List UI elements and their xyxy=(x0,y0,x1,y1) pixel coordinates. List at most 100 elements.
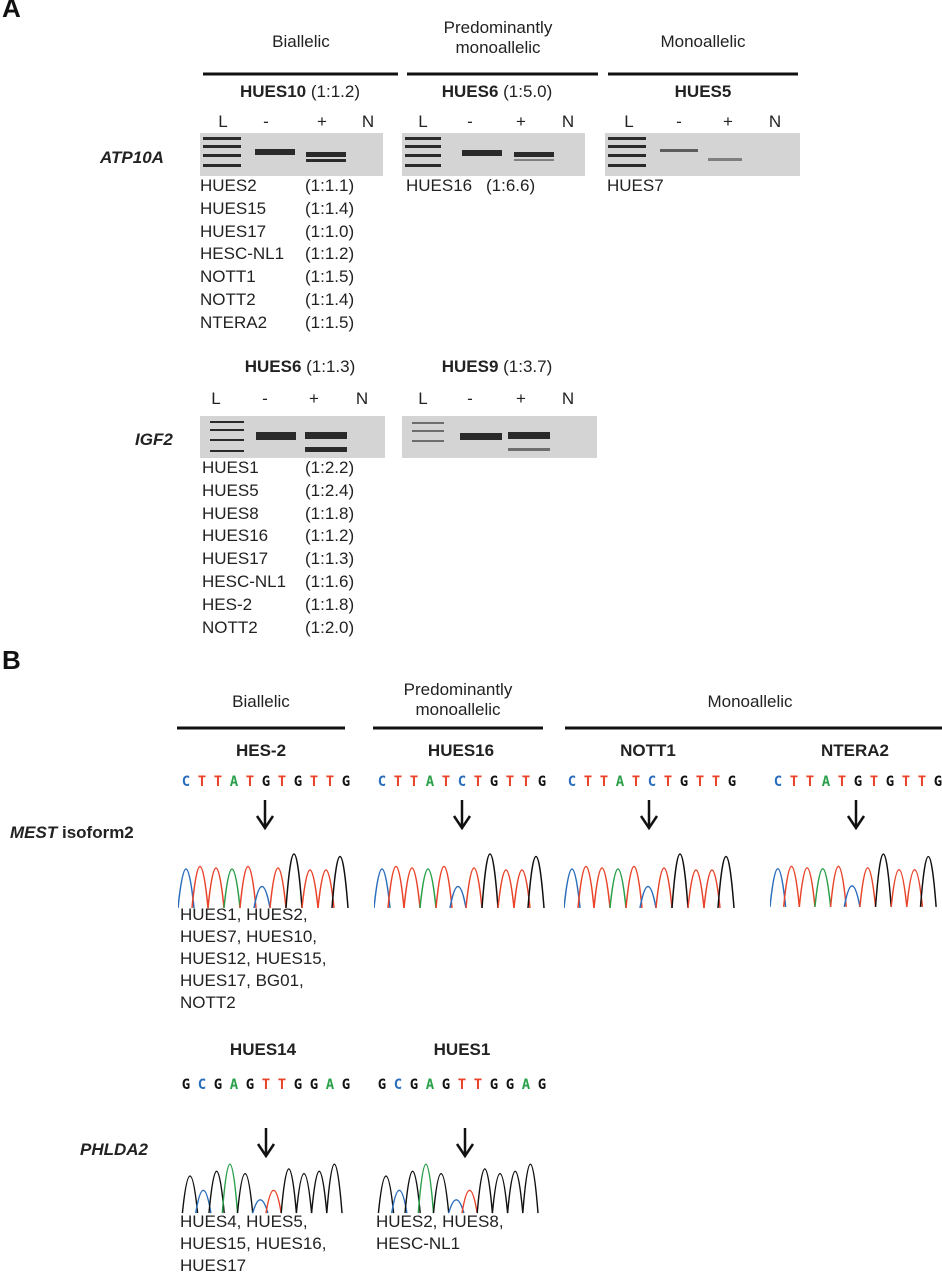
cell-line-list: HUES2, HUES8, xyxy=(376,1212,504,1231)
allele-ratio: (1:1.3) xyxy=(305,549,355,569)
allele-ratio: (1:1.2) xyxy=(305,526,355,546)
sample-title: HES-2 xyxy=(236,741,286,761)
cell-line: HUES10 xyxy=(239,82,307,101)
cell-line-name: HES-2 xyxy=(202,594,253,614)
base: T xyxy=(521,774,531,790)
base: C xyxy=(457,774,467,790)
base: G xyxy=(181,1077,191,1093)
base: T xyxy=(277,1077,287,1093)
lane-label: - xyxy=(263,112,269,131)
base: G xyxy=(537,1077,547,1093)
cell-line: HUES6 xyxy=(441,82,499,101)
cell-line-list: NOTT2 xyxy=(180,993,236,1012)
cell-line-name: HESC-NL1 xyxy=(200,244,285,264)
cell-line-list: HUES1, HUES2, xyxy=(180,905,308,924)
gene-name: IGF2 xyxy=(135,430,173,449)
base: G xyxy=(409,1077,419,1093)
base: G xyxy=(489,774,499,790)
base: T xyxy=(711,774,721,790)
cell-line: HUES6 xyxy=(244,357,302,376)
lane-label: L xyxy=(418,112,428,131)
category-header: Predominantly monoallelic xyxy=(403,680,513,719)
base: G xyxy=(377,1077,387,1093)
allele-ratio: (1:1.1) xyxy=(305,176,355,195)
base: T xyxy=(441,774,451,790)
base: C xyxy=(197,1077,207,1093)
cell-line-name: HUES16 xyxy=(406,176,473,195)
base: C xyxy=(647,774,657,790)
cell-line-name: HUES17 xyxy=(200,221,267,241)
lane-label: L xyxy=(211,389,221,408)
allele-ratio: (1:2.4) xyxy=(305,480,355,500)
base: G xyxy=(441,1077,451,1093)
base: G xyxy=(309,1077,319,1093)
category-header: Predominantly monoallelic xyxy=(443,18,553,57)
cell-line: HUES1 xyxy=(433,1040,491,1059)
allele-ratio: (1:1.5) xyxy=(305,312,355,332)
cell-line-name: HUES17 xyxy=(202,549,269,569)
lane-label: - xyxy=(467,112,473,131)
gene-label: PHLDA2 xyxy=(80,1140,148,1160)
base: G xyxy=(213,1077,223,1093)
base: T xyxy=(695,774,705,790)
panel-label: B xyxy=(2,645,21,675)
category-header: Monoallelic xyxy=(660,32,746,51)
lane-label: + xyxy=(309,389,319,408)
cell-line-name: HUES7 xyxy=(607,176,664,195)
sample-title: HUES5 xyxy=(675,82,732,102)
base: A xyxy=(229,1077,239,1093)
base: T xyxy=(789,774,799,790)
cell-line-name: HUES16 xyxy=(202,526,269,546)
base: T xyxy=(409,774,419,790)
lane-label: N xyxy=(768,112,782,131)
base: G xyxy=(293,1077,303,1093)
base: G xyxy=(537,774,547,790)
cell-line: HUES5 xyxy=(674,82,732,101)
lane-label: N xyxy=(561,389,575,408)
cell-line-list: HUES4, HUES5, xyxy=(180,1212,308,1231)
lane-label: + xyxy=(723,112,733,131)
cell-line-name: NTERA2 xyxy=(200,312,268,332)
allele-ratio: (1:1.5) xyxy=(305,267,355,287)
cell-line-name: HUES2 xyxy=(200,176,257,195)
lane-label: N xyxy=(355,389,369,408)
cell-line-list: HUES7, HUES10, xyxy=(180,927,317,946)
cell-line-name: NOTT2 xyxy=(202,617,258,637)
base: G xyxy=(341,1077,351,1093)
base: T xyxy=(869,774,879,790)
lane-label: + xyxy=(516,112,526,131)
panel-label: A xyxy=(2,0,21,23)
base: T xyxy=(473,1077,483,1093)
lane-label: - xyxy=(467,389,473,408)
cell-line-name: HUES1 xyxy=(202,458,259,477)
sample-title: HUES10 (1:1.2) xyxy=(240,82,360,102)
cell-line: NOTT1 xyxy=(620,741,676,760)
base: A xyxy=(325,1077,335,1093)
sample-title: HUES6 (1:5.0) xyxy=(442,82,553,102)
base: G xyxy=(727,774,737,790)
cell-line: HUES14 xyxy=(229,1040,297,1059)
allele-ratio: (1:2.0) xyxy=(305,617,355,637)
base: T xyxy=(917,774,927,790)
cell-line: NTERA2 xyxy=(820,741,890,760)
base: T xyxy=(325,774,335,790)
base: T xyxy=(261,1077,271,1093)
base: G xyxy=(293,774,303,790)
base: T xyxy=(599,774,609,790)
allele-ratio: (1:1.3) xyxy=(306,357,356,376)
cell-line: HUES9 xyxy=(441,357,499,376)
base: G xyxy=(245,1077,255,1093)
allele-ratio: (1:1.8) xyxy=(305,594,355,614)
base: T xyxy=(505,774,515,790)
base: T xyxy=(245,774,255,790)
base: T xyxy=(837,774,847,790)
cell-line-name: HUES8 xyxy=(202,503,259,523)
lane-label: L xyxy=(218,112,228,131)
allele-ratio: (1:1.2) xyxy=(310,82,361,101)
base: T xyxy=(663,774,673,790)
lane-label: - xyxy=(262,389,268,408)
base: T xyxy=(901,774,911,790)
